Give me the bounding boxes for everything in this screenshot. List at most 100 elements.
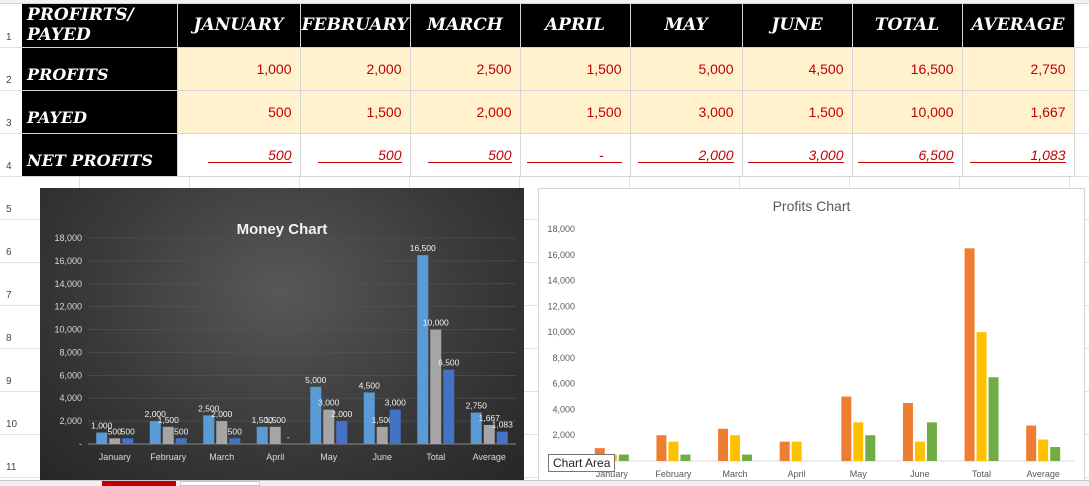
cell-value: 500: [428, 148, 512, 163]
profits-chart[interactable]: Profits Chart-2,0004,0006,0008,00010,000…: [479, 188, 1085, 482]
bar: [779, 441, 790, 461]
bar: [618, 454, 629, 461]
table-cell[interactable]: 2,500: [410, 47, 521, 91]
bar: [656, 435, 667, 461]
data-label: 5,000: [305, 375, 327, 385]
bar: [443, 369, 455, 444]
header-cell-march[interactable]: MARCH: [410, 4, 521, 48]
x-tick-label: Average: [1027, 469, 1060, 479]
table-cell[interactable]: 3,000: [742, 133, 853, 177]
profits-table: PROFIRTS/ PAYED JANUARY FEBRUARY MARCH A…: [22, 4, 1075, 177]
row-header-10[interactable]: 10: [6, 419, 18, 430]
x-tick-label: January: [596, 469, 629, 479]
bar: [269, 426, 281, 444]
table-cell[interactable]: 1,083: [962, 133, 1075, 177]
bar: [680, 454, 691, 461]
y-tick-label: 12,000: [547, 301, 575, 311]
row-header-4[interactable]: 4: [6, 161, 12, 172]
y-tick-label: 8,000: [59, 347, 82, 357]
x-tick-label: June: [372, 452, 392, 462]
y-tick-label: 4,000: [552, 404, 575, 414]
bar: [430, 329, 442, 444]
row-header-1[interactable]: 1: [6, 32, 12, 43]
table-cell[interactable]: 1,500: [300, 90, 411, 134]
table-cell[interactable]: 2,000: [630, 133, 743, 177]
bar: [149, 421, 161, 444]
table-cell[interactable]: 3,000: [630, 90, 743, 134]
sheet-tab[interactable]: [180, 481, 260, 486]
data-label: 1,000: [91, 421, 113, 431]
table-cell[interactable]: 1,500: [520, 47, 631, 91]
header-cell-may[interactable]: MAY: [630, 4, 743, 48]
row-header-7[interactable]: 7: [6, 290, 12, 301]
y-tick-label: 2,000: [552, 430, 575, 440]
row-label-payed[interactable]: PAYED: [22, 90, 178, 134]
table-cell[interactable]: 2,000: [410, 90, 521, 134]
row-header-11[interactable]: 11: [6, 462, 17, 473]
data-label: 500: [228, 426, 242, 436]
y-tick-label: 14,000: [54, 279, 82, 289]
row-header-3[interactable]: 3: [6, 118, 12, 129]
bar: [162, 426, 174, 444]
cell-value: 1,083: [970, 148, 1066, 163]
row-header-8[interactable]: 8: [6, 333, 12, 344]
bar: [323, 409, 335, 444]
money-chart-svg: Money Chart - 2,000 4,000 6,000 8,000 10,000 12…: [54, 221, 516, 462]
chart-area-tooltip: Chart Area: [548, 454, 616, 472]
table-cell[interactable]: 6,500: [852, 133, 963, 177]
sheet-tab-active[interactable]: [102, 481, 176, 486]
x-tick-label: Average: [473, 452, 506, 462]
bar: [470, 412, 482, 444]
x-tick-label: March: [723, 469, 748, 479]
table-cell[interactable]: 4,500: [742, 47, 853, 91]
bar: [310, 386, 322, 444]
y-tick-label: 18,000: [54, 233, 82, 243]
money-chart[interactable]: Money Chart - 2,000 4,000 6,000 8,000 10,000 12…: [40, 188, 524, 482]
header-cell-total[interactable]: TOTAL: [852, 4, 963, 48]
table-cell[interactable]: 500: [177, 90, 301, 134]
header-cell-label[interactable]: PROFIRTS/ PAYED: [22, 4, 178, 48]
row-label-net-profits[interactable]: NET PROFITS: [22, 133, 178, 177]
data-label: 1,083: [492, 420, 514, 430]
table-cell[interactable]: 500: [410, 133, 521, 177]
bar: [976, 332, 987, 461]
row-header-5[interactable]: 5: [6, 204, 12, 215]
row-header-2[interactable]: 2: [6, 75, 12, 86]
table-cell[interactable]: 2,000: [300, 47, 411, 91]
y-tick-label: 16,000: [54, 256, 82, 266]
table-cell[interactable]: 500: [177, 133, 301, 177]
data-label: 1,500: [265, 415, 287, 425]
data-label: 6,500: [438, 358, 460, 368]
row-header-6[interactable]: 6: [6, 247, 12, 258]
row-header-9[interactable]: 9: [6, 376, 12, 387]
data-label: 1,667: [479, 413, 501, 423]
table-cell[interactable]: 500: [300, 133, 411, 177]
x-tick-label: Total: [426, 452, 445, 462]
table-cell[interactable]: 1,500: [520, 90, 631, 134]
data-label: 3,000: [318, 398, 340, 408]
header-cell-april[interactable]: APRIL: [520, 4, 631, 48]
bar: [988, 377, 999, 461]
header-cell-february[interactable]: FEBRUARY: [300, 4, 411, 48]
table-cell[interactable]: 1,667: [962, 90, 1075, 134]
table-cell[interactable]: 10,000: [852, 90, 963, 134]
data-label: 1,500: [158, 415, 180, 425]
header-cell-average[interactable]: AVERAGE: [962, 4, 1075, 48]
bar: [175, 438, 187, 444]
chart-title: Profits Chart: [773, 198, 851, 214]
table-row-net-profits: NET PROFITS 500 500 500 - 2,000 3,000 6,…: [22, 133, 1075, 177]
table-cell[interactable]: 1,500: [742, 90, 853, 134]
x-tick-label: March: [209, 452, 234, 462]
table-cell[interactable]: -: [520, 133, 631, 177]
header-cell-june[interactable]: JUNE: [742, 4, 853, 48]
cell-value: 500: [318, 148, 402, 163]
header-cell-january[interactable]: JANUARY: [177, 4, 301, 48]
table-cell[interactable]: 1,000: [177, 47, 301, 91]
table-cell[interactable]: 2,750: [962, 47, 1075, 91]
table-cell[interactable]: 5,000: [630, 47, 743, 91]
table-row-profits: PROFITS 1,000 2,000 2,500 1,500 5,000 4,…: [22, 47, 1075, 91]
row-label-profits[interactable]: PROFITS: [22, 47, 178, 91]
data-label: 2,000: [145, 409, 167, 419]
cell-value: 6,500: [858, 148, 954, 163]
table-cell[interactable]: 16,500: [852, 47, 963, 91]
